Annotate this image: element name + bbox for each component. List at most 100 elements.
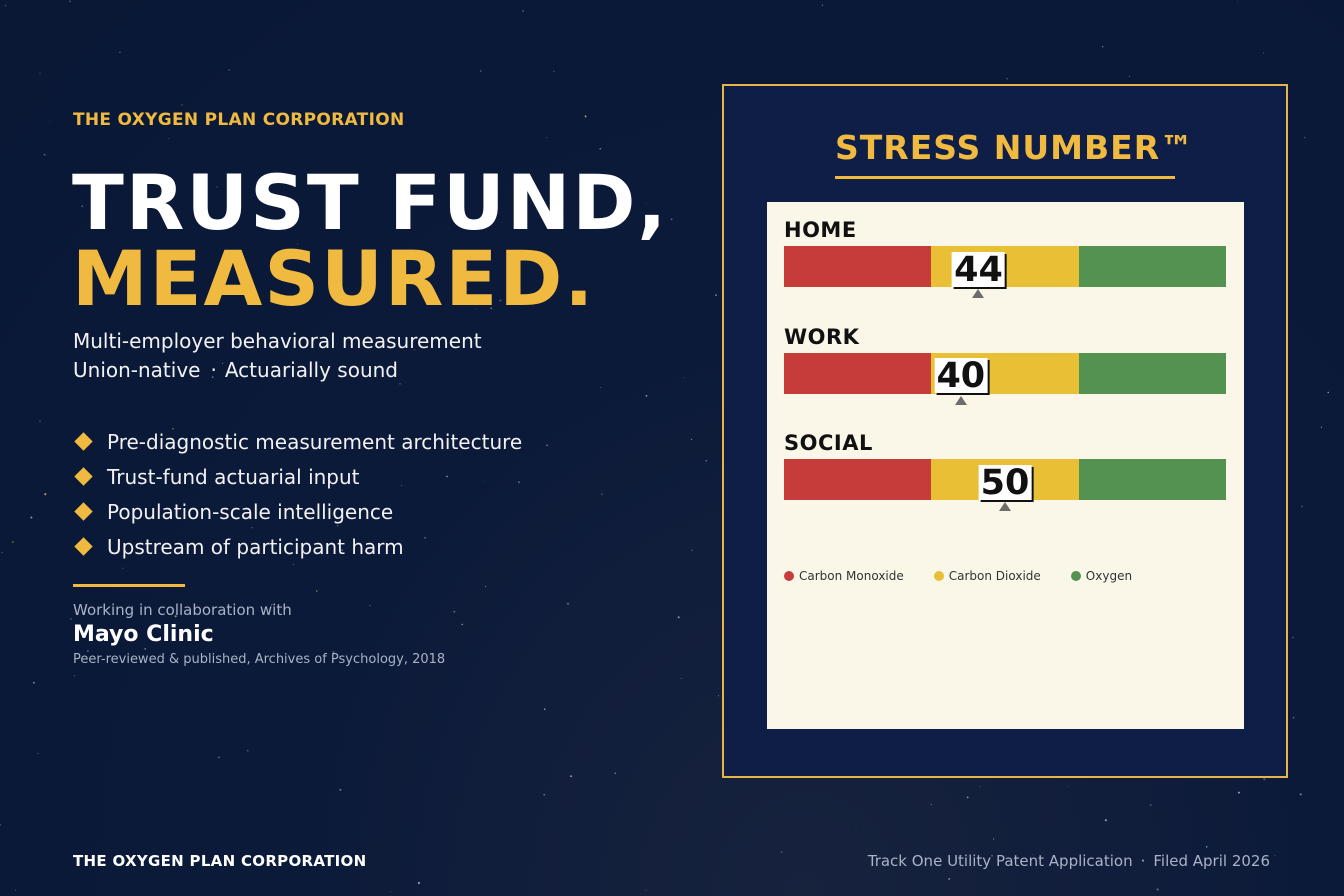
star-dot (1299, 793, 1302, 796)
star-dot (37, 752, 39, 754)
collaborator-name: Mayo Clinic (73, 622, 214, 647)
star-dot (670, 218, 673, 221)
footer-separator: · (1140, 852, 1146, 870)
publication-note: Peer-reviewed & published, Archives of P… (73, 652, 446, 667)
legend-item-carbon-dioxide: Carbon Dioxide (933, 569, 1041, 583)
star-dot (73, 675, 76, 677)
gauge-legend: Carbon Monoxide Carbon Dioxide Oxygen (784, 569, 1132, 583)
headline-line-1: TRUST FUND, (72, 158, 669, 247)
star-dot (181, 104, 183, 106)
star-dot (677, 616, 680, 619)
star-dot (480, 70, 482, 72)
legend-label: Carbon Dioxide (948, 569, 1041, 583)
panel-title: STRESS NUMBER™ (835, 128, 1195, 167)
gauge-pointer-social-icon (999, 502, 1011, 511)
legend-dot-icon (1070, 571, 1081, 581)
star-dot (690, 438, 693, 441)
gauge-label-work: WORK (784, 325, 860, 349)
star-dot (519, 442, 521, 444)
star-dot (1301, 505, 1303, 508)
star-dot (821, 4, 824, 6)
star-dot (390, 890, 392, 892)
collaboration-label: Working in collaboration with (73, 601, 292, 619)
gauge-segment-carbon-monoxide (784, 353, 932, 394)
gauge-segment-oxygen (1078, 459, 1226, 500)
star-dot (248, 474, 250, 476)
star-dot (781, 851, 783, 853)
star-dot (680, 677, 682, 680)
gauge-bar-work (784, 353, 1226, 394)
star-dot (546, 137, 548, 139)
star-dot (966, 796, 969, 799)
feature-item: Pre-diagnostic measurement architecture (74, 424, 522, 459)
subtitle-separator: · (210, 358, 217, 382)
headline-line-2: MEASURED. (72, 234, 596, 323)
star-dot (119, 51, 121, 54)
star-dot (297, 243, 299, 245)
star-dot (705, 459, 708, 462)
star-dot (426, 259, 428, 261)
star-dot (1303, 136, 1306, 139)
star-dot (645, 890, 647, 891)
diamond-bullet-icon (74, 537, 93, 556)
star-dot (43, 153, 46, 156)
subtitle-line-2: Union-native · Actuarially sound (73, 358, 398, 382)
footer-filed-date: Filed April 2026 (1153, 852, 1270, 870)
star-dot (1327, 391, 1329, 394)
star-dot (1104, 819, 1107, 822)
star-dot (228, 69, 230, 71)
star-dot (211, 376, 214, 379)
star-dot (168, 138, 170, 140)
star-dot (39, 420, 41, 422)
star-dot (81, 205, 84, 208)
star-dot (69, 0, 72, 3)
subtitle-union-native: Union-native (73, 358, 201, 382)
star-dot (499, 299, 502, 302)
star-dot (690, 549, 693, 552)
diamond-bullet-icon (74, 467, 93, 486)
star-dot (221, 362, 224, 364)
gauge-segment-carbon-monoxide (784, 246, 932, 287)
star-dot (1263, 778, 1266, 781)
star-dot (546, 444, 548, 447)
gauge-bar-social (784, 459, 1226, 500)
star-dot (247, 750, 249, 752)
star-dot (1263, 52, 1265, 54)
feature-item: Trust-fund actuarial input (74, 459, 522, 494)
diamond-bullet-icon (74, 432, 93, 451)
footer-patent-text: Track One Utility Patent Application (867, 852, 1133, 870)
section-divider (73, 584, 185, 587)
feature-item: Population-scale intelligence (74, 494, 522, 529)
star-dot (601, 493, 603, 496)
star-dot (1237, 0, 1239, 2)
star-dot (292, 563, 295, 566)
gauge-segment-carbon-monoxide (784, 459, 932, 500)
diamond-bullet-icon (74, 502, 93, 521)
star-dot (33, 681, 35, 684)
star-dot (401, 484, 403, 486)
feature-text: Upstream of participant harm (107, 534, 404, 559)
star-dot (991, 854, 993, 857)
star-dot (717, 695, 720, 697)
star-dot (4, 4, 7, 7)
star-dot (341, 549, 343, 551)
star-dot (1, 552, 3, 554)
star-dot (218, 756, 220, 759)
star-dot (438, 180, 440, 182)
footer-company: THE OXYGEN PLAN CORPORATION (73, 852, 367, 870)
star-dot (11, 541, 14, 544)
star-dot (543, 708, 546, 711)
star-dot (599, 387, 601, 388)
star-dot (332, 650, 335, 654)
gauge-pointer-work-icon (954, 396, 967, 405)
star-dot (475, 308, 477, 310)
star-dot (339, 788, 342, 791)
star-dot (683, 377, 685, 379)
star-dot (715, 294, 717, 297)
star-dot (614, 772, 617, 775)
legend-item-oxygen: Oxygen (1070, 569, 1132, 583)
star-dot (39, 72, 41, 74)
star-dot (30, 516, 33, 519)
star-dot (461, 623, 463, 626)
star-dot (1067, 785, 1069, 787)
